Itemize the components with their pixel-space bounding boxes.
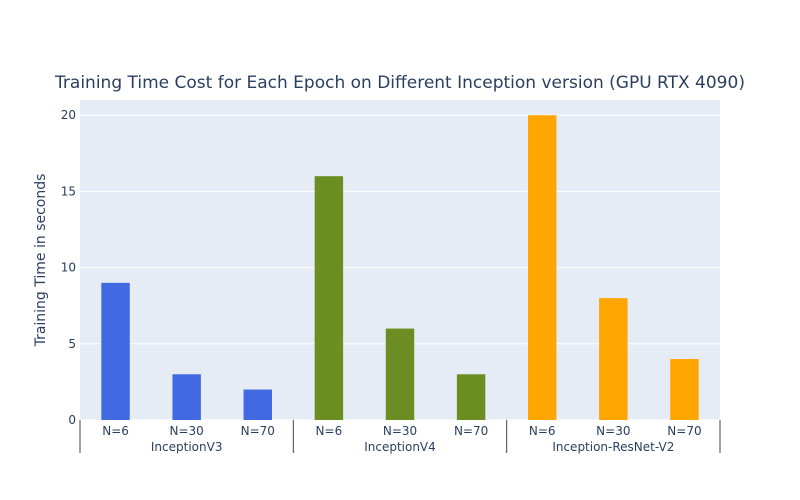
bar — [172, 374, 201, 420]
x-tick-label: N=70 — [667, 424, 701, 438]
x-tick-label: N=30 — [383, 424, 417, 438]
bar — [528, 115, 557, 420]
bar — [670, 359, 699, 420]
bar — [243, 389, 272, 420]
y-tick-label: 10 — [61, 261, 76, 275]
x-tick-label: N=30 — [596, 424, 630, 438]
group-label: InceptionV4 — [364, 440, 436, 454]
x-tick-label: N=30 — [170, 424, 204, 438]
y-axis-label: Training Time in seconds — [33, 174, 49, 348]
bar — [456, 374, 486, 420]
chart-title: Training Time Cost for Each Epoch on Dif… — [54, 73, 745, 93]
y-tick-label: 20 — [61, 108, 76, 122]
x-tick-labels: N=6 N=30 N=70 N=6 N=30 N=70 N=6 N=30 N=70 — [102, 424, 701, 438]
x-tick-label: N=6 — [316, 424, 343, 438]
group-label: InceptionV3 — [151, 440, 223, 454]
bar — [385, 328, 415, 420]
y-tick-labels: 0 5 10 15 20 — [61, 108, 76, 427]
x-tick-label: N=6 — [102, 424, 129, 438]
x-tick-label: N=70 — [454, 424, 488, 438]
group-label: Inception-ResNet-V2 — [552, 440, 674, 454]
x-tick-label: N=70 — [241, 424, 275, 438]
bars — [101, 115, 699, 420]
y-tick-label: 0 — [68, 413, 76, 427]
group-labels: InceptionV3 InceptionV4 Inception-ResNet-V… — [79, 420, 721, 454]
bar — [101, 282, 130, 420]
y-tick-label: 5 — [68, 337, 76, 351]
y-tick-label: 15 — [61, 184, 76, 198]
bar — [314, 176, 344, 420]
bar — [599, 298, 628, 420]
x-tick-label: N=6 — [529, 424, 556, 438]
